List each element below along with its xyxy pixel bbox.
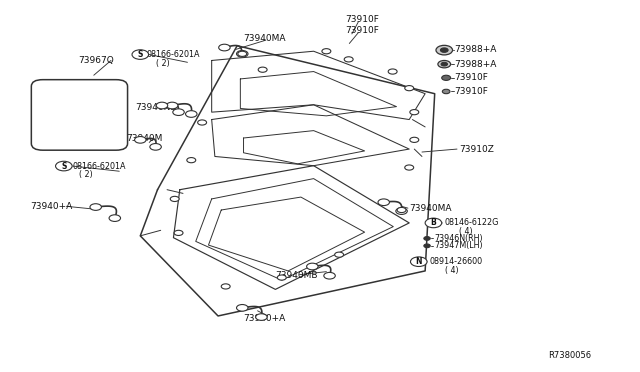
Circle shape <box>198 120 207 125</box>
Text: 73940M: 73940M <box>126 134 163 143</box>
Circle shape <box>307 263 318 270</box>
Circle shape <box>441 62 447 66</box>
Circle shape <box>404 86 413 91</box>
Circle shape <box>410 137 419 142</box>
Text: ( 2): ( 2) <box>156 58 170 68</box>
Text: 73988+A: 73988+A <box>454 60 496 69</box>
Circle shape <box>388 69 397 74</box>
Text: 73988+A: 73988+A <box>454 45 496 54</box>
Text: 73910F: 73910F <box>346 26 380 35</box>
Circle shape <box>424 244 430 248</box>
Text: B: B <box>431 218 436 227</box>
Circle shape <box>378 199 390 206</box>
Text: 08166-6201A: 08166-6201A <box>147 51 200 60</box>
Circle shape <box>237 305 248 311</box>
Text: 73910F: 73910F <box>454 73 488 82</box>
Text: 73940MA: 73940MA <box>244 34 286 43</box>
Circle shape <box>90 204 101 211</box>
Circle shape <box>186 111 197 117</box>
Circle shape <box>322 49 331 54</box>
Circle shape <box>404 165 413 170</box>
Circle shape <box>132 50 148 60</box>
Circle shape <box>174 230 183 235</box>
Circle shape <box>56 161 72 171</box>
Circle shape <box>166 102 178 109</box>
Circle shape <box>258 67 267 72</box>
Text: 08166-6201A: 08166-6201A <box>73 162 126 171</box>
Text: 08914-26600: 08914-26600 <box>429 257 483 266</box>
Circle shape <box>221 284 230 289</box>
Text: 73910Z: 73910Z <box>459 145 494 154</box>
Circle shape <box>410 110 419 115</box>
Text: ( 4): ( 4) <box>459 227 472 236</box>
Text: 08146-6122G: 08146-6122G <box>444 218 499 227</box>
Circle shape <box>438 61 451 68</box>
Text: 73947M(LH): 73947M(LH) <box>435 241 483 250</box>
Text: ( 4): ( 4) <box>445 266 458 275</box>
Text: ( 2): ( 2) <box>79 170 93 179</box>
Circle shape <box>237 51 248 57</box>
Text: 73910F: 73910F <box>346 15 380 24</box>
Circle shape <box>150 144 161 150</box>
Circle shape <box>109 215 120 221</box>
Circle shape <box>440 48 448 52</box>
Circle shape <box>397 208 406 212</box>
Text: 73946N(RH): 73946N(RH) <box>435 234 483 243</box>
Circle shape <box>255 314 267 320</box>
Circle shape <box>134 137 146 143</box>
Circle shape <box>324 272 335 279</box>
Circle shape <box>156 102 168 109</box>
Text: 73940+A: 73940+A <box>244 314 286 323</box>
Circle shape <box>238 51 246 57</box>
Circle shape <box>187 158 196 163</box>
Text: N: N <box>415 257 422 266</box>
Text: 73940NB: 73940NB <box>135 103 177 112</box>
Text: S: S <box>138 50 143 59</box>
Circle shape <box>425 218 442 228</box>
Circle shape <box>173 109 184 115</box>
Circle shape <box>219 44 230 51</box>
Circle shape <box>424 237 430 240</box>
Text: 73940MA: 73940MA <box>409 203 452 213</box>
Text: S: S <box>61 161 67 170</box>
Text: 73910F: 73910F <box>454 87 488 96</box>
Text: 73940MB: 73940MB <box>275 271 318 280</box>
Text: R7380056: R7380056 <box>548 350 591 360</box>
Circle shape <box>442 75 451 80</box>
Circle shape <box>335 252 344 257</box>
Circle shape <box>344 57 353 62</box>
Circle shape <box>277 275 286 280</box>
Circle shape <box>436 45 452 55</box>
Text: 73967Q: 73967Q <box>78 56 114 65</box>
Circle shape <box>410 257 427 266</box>
Text: 73940+A: 73940+A <box>30 202 72 211</box>
Circle shape <box>442 89 450 94</box>
Circle shape <box>170 196 179 202</box>
Circle shape <box>396 208 407 214</box>
